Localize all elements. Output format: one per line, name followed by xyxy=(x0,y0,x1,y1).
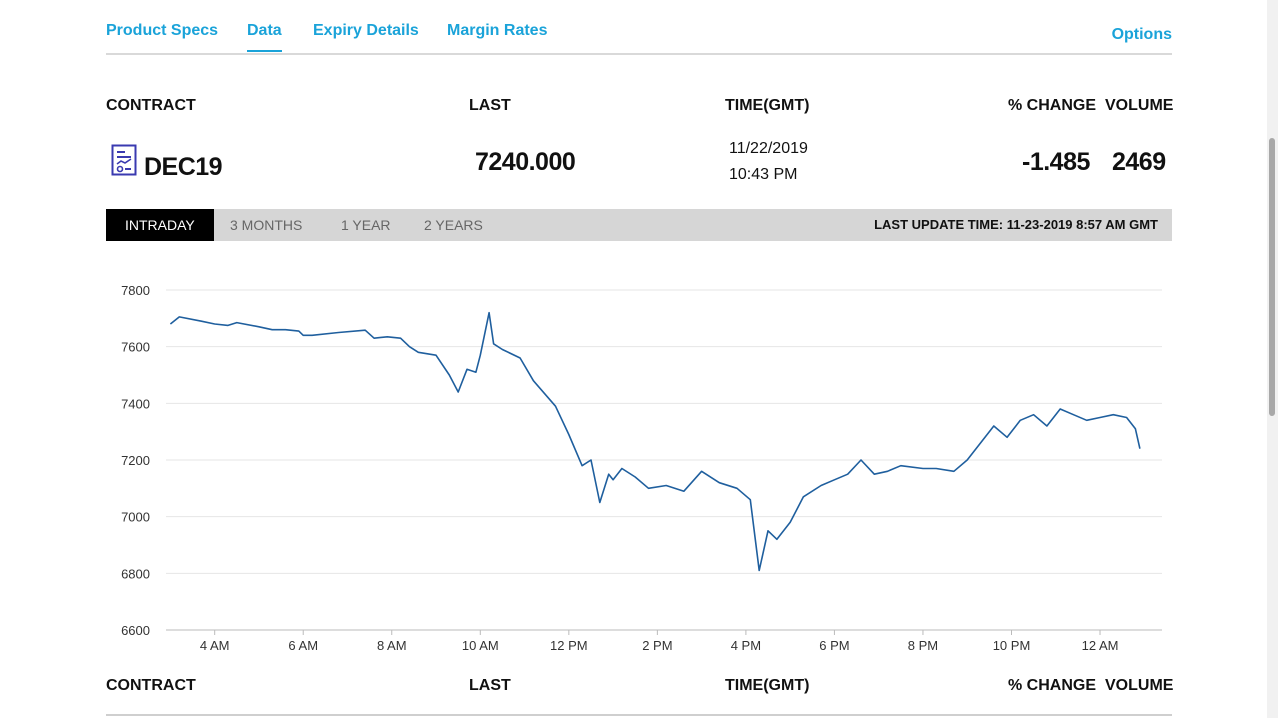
footer-header-contract: CONTRACT xyxy=(106,677,196,694)
y-tick-label: 6800 xyxy=(121,566,150,581)
pct-change-value: -1.485 xyxy=(1022,148,1090,176)
last-update-time: LAST UPDATE TIME: 11-23-2019 8:57 AM GMT xyxy=(874,217,1158,232)
x-tick-label: 12 PM xyxy=(550,638,588,653)
footer-header-volume: VOLUME xyxy=(1105,677,1174,694)
range-intraday-button[interactable]: INTRADAY xyxy=(106,209,214,241)
x-tick-label: 2 PM xyxy=(642,638,672,653)
header-pct-change: % CHANGE xyxy=(1008,97,1097,114)
range-2-years-button[interactable]: 2 YEARS xyxy=(424,217,483,233)
x-tick-label: 4 AM xyxy=(200,638,230,653)
divider xyxy=(106,714,1172,716)
header-time: TIME(GMT) xyxy=(725,97,810,114)
tab-margin-rates[interactable]: Margin Rates xyxy=(447,22,548,39)
y-tick-label: 6600 xyxy=(121,623,150,638)
document-chart-icon xyxy=(111,144,137,176)
x-tick-label: 8 AM xyxy=(377,638,407,653)
range-1-year-button[interactable]: 1 YEAR xyxy=(341,217,391,233)
x-tick-label: 10 AM xyxy=(462,638,499,653)
tab-expiry-details[interactable]: Expiry Details xyxy=(313,22,419,39)
volume-value: 2469 xyxy=(1112,148,1166,176)
x-tick-label: 4 PM xyxy=(731,638,761,653)
scrollbar[interactable] xyxy=(1267,0,1278,718)
intraday-price-chart: 6600 6800 7000 7200 7400 7600 7800 4 AM 6 AM 8 AM… xyxy=(121,283,1162,653)
tab-bar: Product Specs Data Expiry Details Margin… xyxy=(106,0,1172,55)
y-tick-label: 7400 xyxy=(121,396,150,411)
x-tick-label: 6 PM xyxy=(819,638,849,653)
trade-time: 10:43 PM xyxy=(729,166,798,183)
tab-product-specs[interactable]: Product Specs xyxy=(106,22,219,39)
x-tick-label: 6 AM xyxy=(288,638,318,653)
y-tick-label: 7600 xyxy=(121,340,150,355)
tab-data[interactable]: Data xyxy=(247,22,282,52)
x-tick-label: 12 AM xyxy=(1082,638,1119,653)
contract-name[interactable]: DEC19 xyxy=(144,153,223,181)
range-selector: INTRADAY 3 MONTHS 1 YEAR 2 YEARS LAST UP… xyxy=(106,209,1172,241)
y-tick-label: 7200 xyxy=(121,453,150,468)
trade-date: 11/22/2019 xyxy=(729,140,808,157)
header-contract: CONTRACT xyxy=(106,97,196,114)
scrollbar-thumb[interactable] xyxy=(1269,138,1275,416)
footer-header-time: TIME(GMT) xyxy=(725,677,810,694)
footer-header-last: LAST xyxy=(469,677,511,694)
range-3-months-button[interactable]: 3 MONTHS xyxy=(230,217,303,233)
last-price: 7240.000 xyxy=(475,148,576,176)
header-volume: VOLUME xyxy=(1105,97,1174,114)
y-tick-label: 7000 xyxy=(121,510,150,525)
options-link[interactable]: Options xyxy=(1111,26,1172,43)
header-last: LAST xyxy=(469,97,511,114)
x-tick-label: 8 PM xyxy=(908,638,938,653)
x-tick-label: 10 PM xyxy=(993,638,1031,653)
price-series-line xyxy=(169,311,1141,572)
footer-header-pct-change: % CHANGE xyxy=(1008,677,1097,694)
y-tick-label: 7800 xyxy=(121,283,150,298)
